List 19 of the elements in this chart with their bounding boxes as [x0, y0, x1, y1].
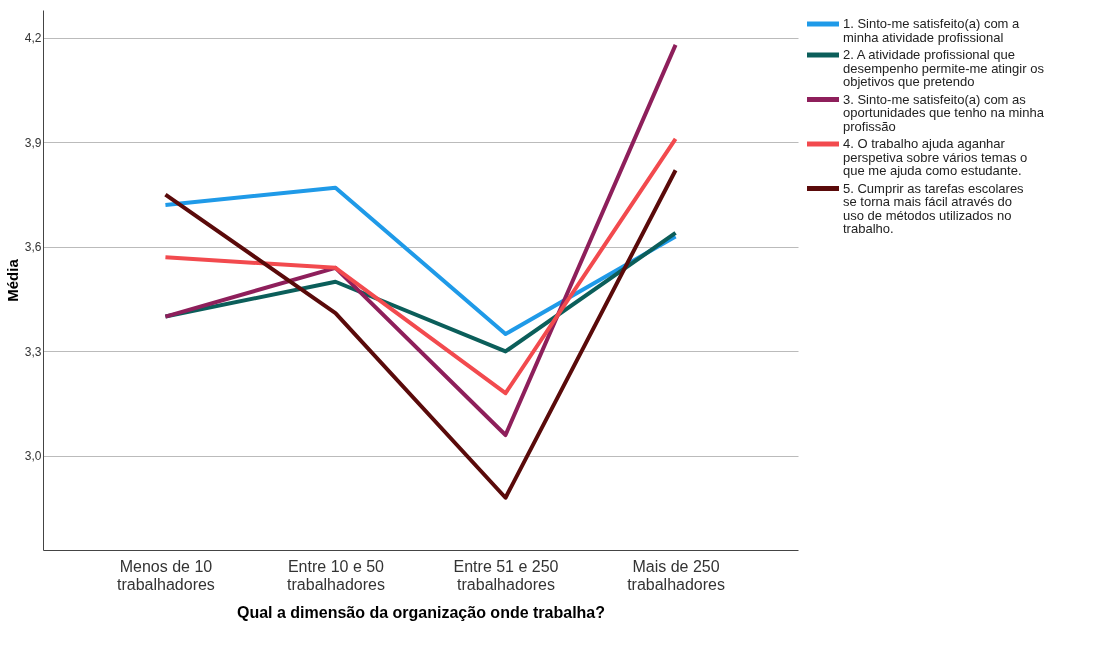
y-tick-label: 3,3 [24, 344, 42, 359]
x-tick-label: Entre 10 e 50 trabalhadores [287, 557, 385, 593]
x-tick-label: Entre 51 e 250 trabalhadores [453, 557, 559, 593]
line-series [163, 168, 678, 500]
legend-label: 1. Sinto-me satisfeito(a) com a minha atividade profissional [843, 16, 1021, 45]
legend-label: 4. O trabalho ajuda aganhar perspetiva sobre vários temas o que me ajuda como estudante. [843, 136, 1028, 178]
line-series [163, 42, 678, 438]
y-tick-label: 3,0 [24, 449, 42, 464]
x-tick-label: Menos de 10 trabalhadores [117, 557, 215, 593]
y-tick-label: 3,9 [24, 135, 42, 150]
legend-label: 5. Cumprir as tarefas escolares se torna mais fácil através do uso de métodos utilizados no trabalho. [843, 180, 1025, 236]
legend-label: 2. A atividade profissional que desempenho permite-me atingir os objetivos que pretendo [843, 47, 1045, 89]
y-axis-title: Média [3, 258, 21, 302]
y-tick-label: 4,2 [24, 31, 42, 46]
legend-label: 3. Sinto-me satisfeito(a) com as oportunidades que tenho na minha profissão [843, 91, 1045, 134]
line-series [163, 136, 678, 396]
x-tick-label: Mais de 250 trabalhadores [627, 557, 725, 593]
x-axis-title: Qual a dimensão da organização onde trabalha? [236, 603, 606, 621]
y-tick-label: 3,6 [24, 240, 42, 255]
